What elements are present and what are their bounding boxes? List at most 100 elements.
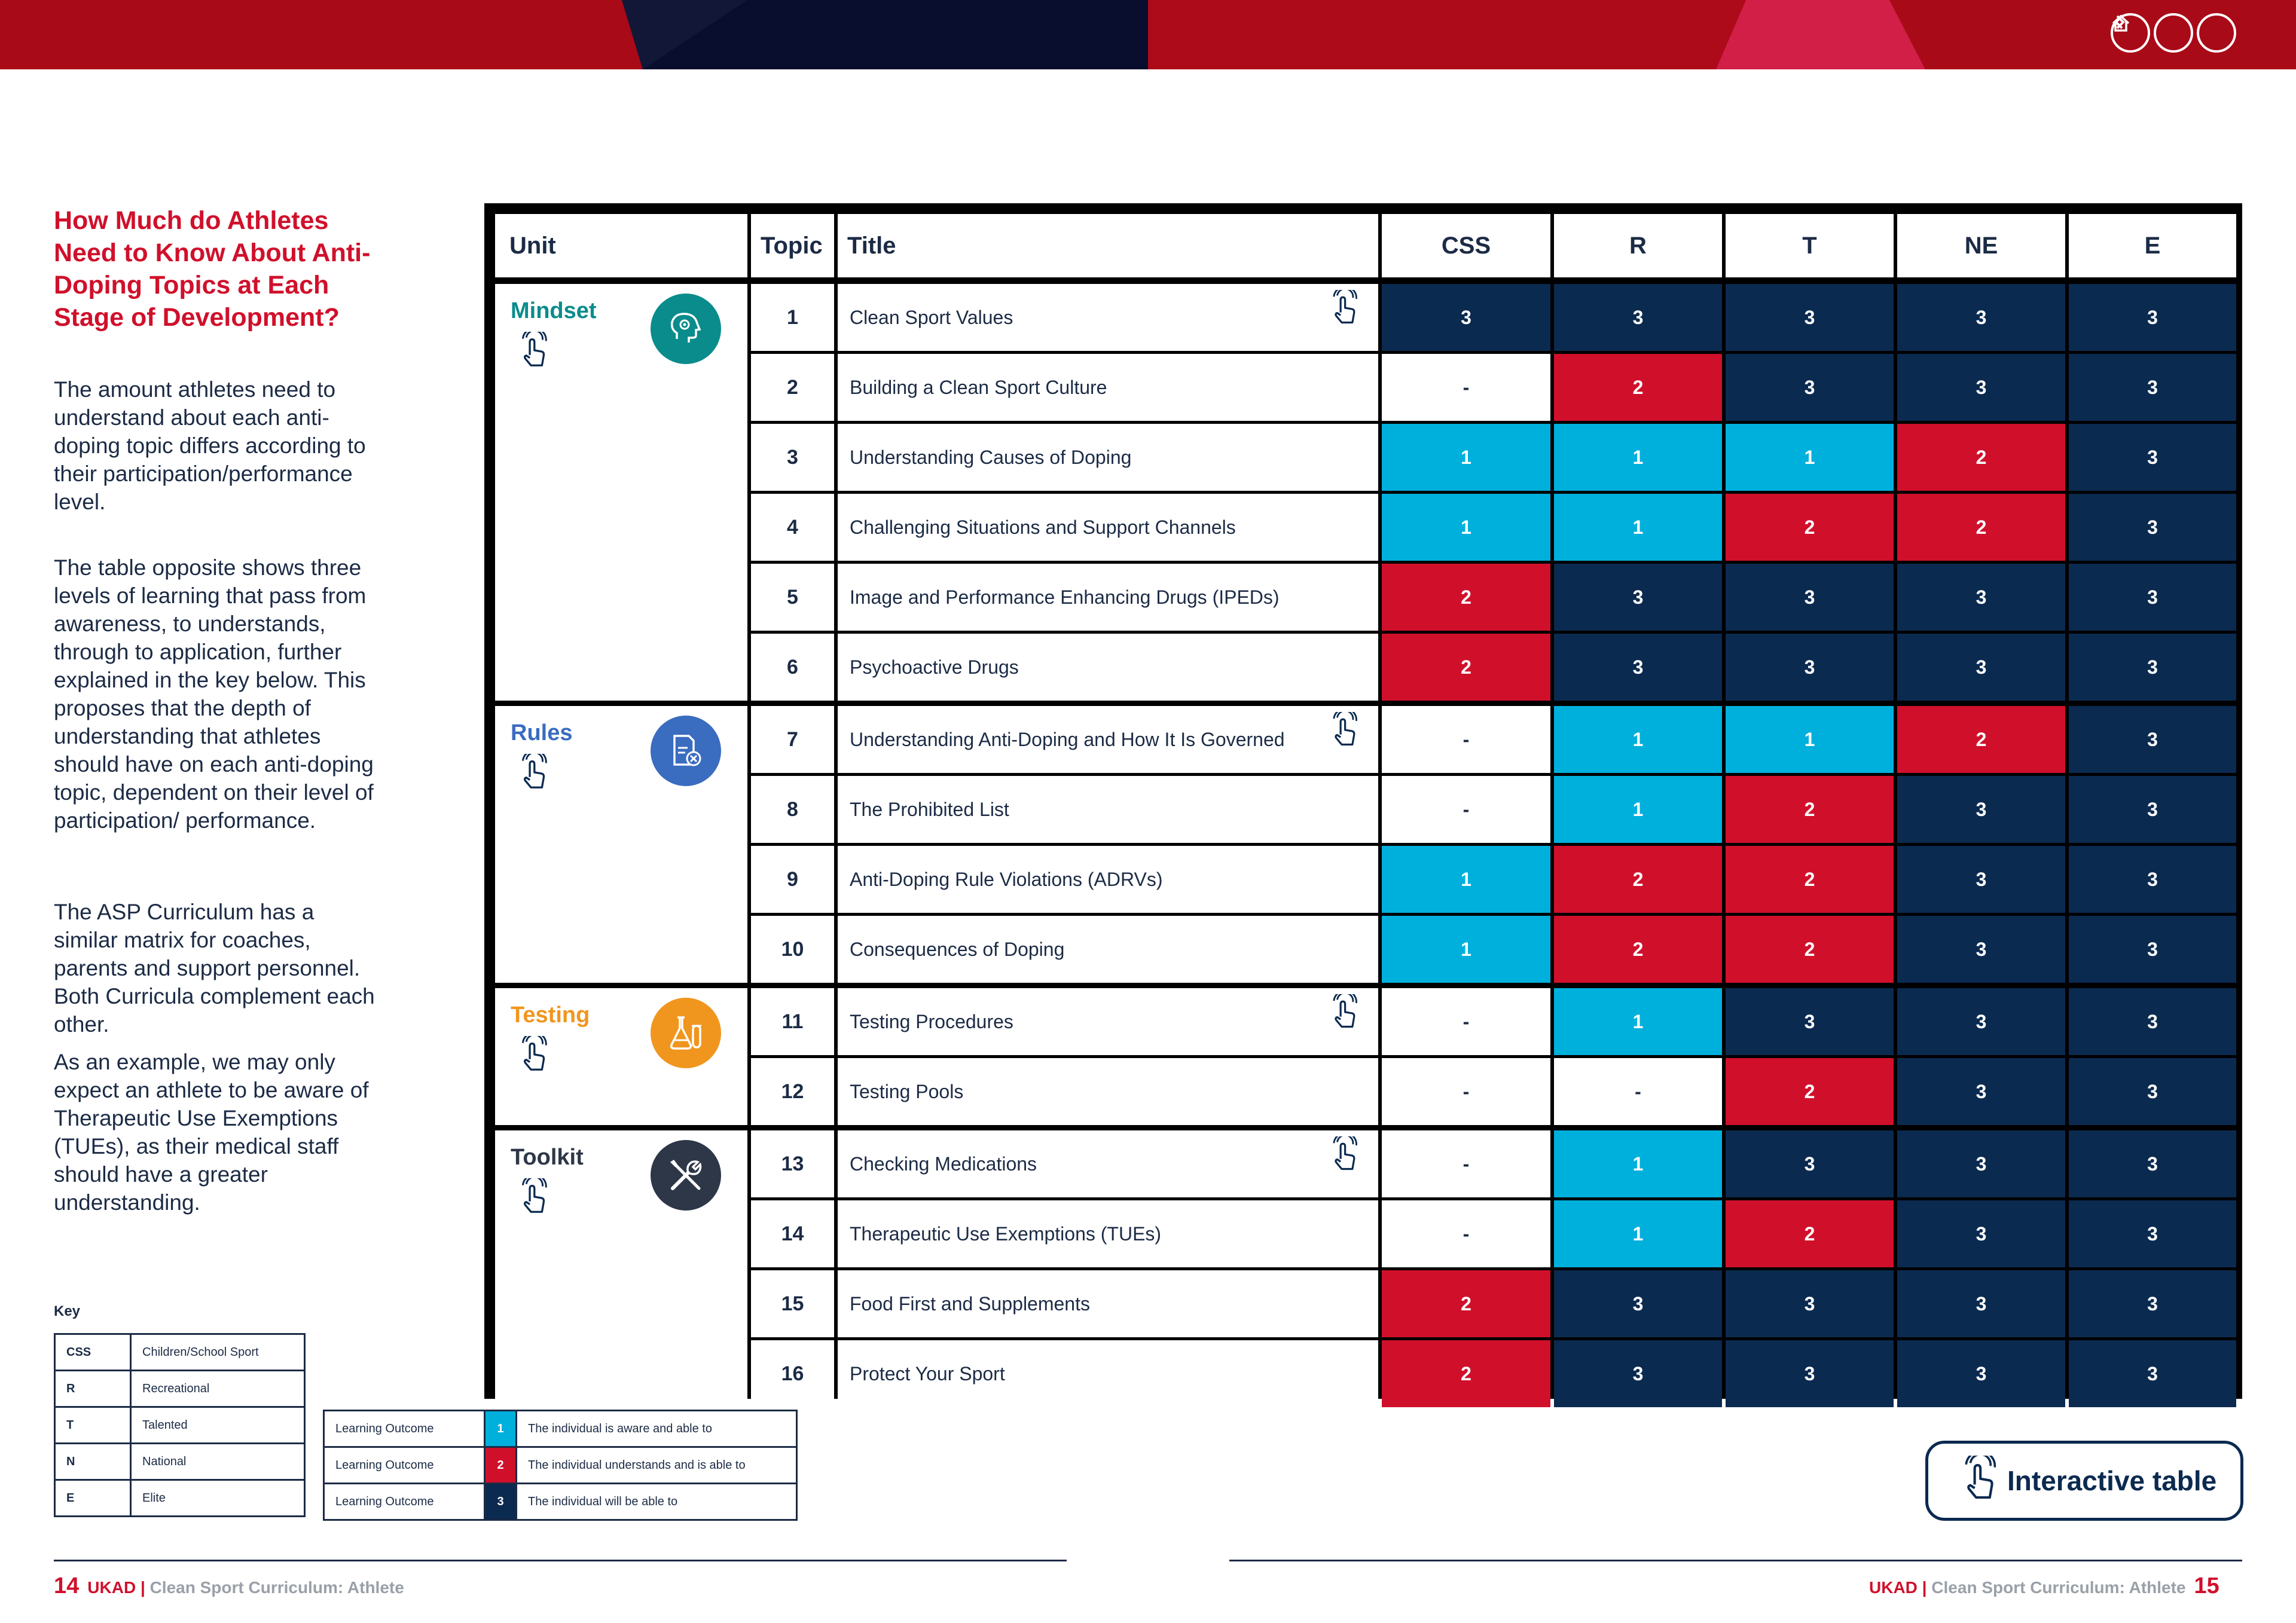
tap-icon[interactable]: [1323, 285, 1360, 332]
level-cell-css: 3: [1382, 284, 1550, 351]
level-cell-ne: 3: [1897, 284, 2065, 351]
key-abbr: CSS: [54, 1333, 132, 1371]
interactive-table-button[interactable]: Interactive table: [1925, 1441, 2243, 1521]
tap-icon[interactable]: [512, 327, 550, 373]
topic-number: 3: [751, 424, 834, 491]
footer-doc-title: Clean Sport Curriculum: Athlete: [1931, 1578, 2186, 1597]
level-cell-css: 2: [1382, 634, 1550, 701]
level-cell-ne: 3: [1897, 776, 2065, 843]
level-cell-ne: 3: [1897, 564, 2065, 631]
topic-title: Therapeutic Use Exemptions (TUEs): [838, 1200, 1378, 1267]
topic-title-text: Food First and Supplements: [850, 1292, 1090, 1315]
tap-icon[interactable]: [512, 1173, 550, 1219]
level-cell-e: 3: [2069, 1340, 2236, 1407]
topic-title[interactable]: Clean Sport Values: [838, 284, 1378, 351]
topic-title[interactable]: Understanding Anti-Doping and How It Is …: [838, 706, 1378, 773]
curriculum-matrix: Unit Topic Title CSS R T NE E 1 Clean Sport Value…: [484, 203, 2242, 1407]
level-cell-css: 2: [1382, 1270, 1550, 1337]
level-cell-e: 3: [2069, 424, 2236, 491]
chevron-right-icon[interactable]: [2116, 13, 2236, 53]
level-cell-t: 2: [1726, 1200, 1894, 1267]
level-cell-r: -: [1554, 1058, 1722, 1125]
header-t: T: [1726, 214, 1894, 277]
interactive-table-label: Interactive table: [2007, 1465, 2217, 1496]
level-cell-t: 3: [1726, 354, 1894, 421]
tap-icon[interactable]: [512, 1031, 550, 1077]
outcome-description: The individual understands and is able t…: [515, 1446, 798, 1484]
level-cell-css: 2: [1382, 1340, 1550, 1407]
topic-title-text: The Prohibited List: [850, 798, 1009, 820]
level-cell-ne: 3: [1897, 634, 2065, 701]
level-cell-ne: 3: [1897, 916, 2065, 983]
unit-toolkit: Toolkit: [495, 1130, 747, 1407]
topic-number: 6: [751, 634, 834, 701]
outcome-row: Learning Outcome 2 The individual understa…: [323, 1446, 798, 1484]
level-cell-e: 3: [2069, 846, 2236, 913]
topic-title: Building a Clean Sport Culture: [838, 354, 1378, 421]
tap-icon: [1955, 1450, 1998, 1506]
topic-title-text: Checking Medications: [850, 1153, 1037, 1175]
level-cell-r: 1: [1554, 988, 1722, 1055]
level-cell-r: 1: [1554, 776, 1722, 843]
outcome-description: The individual is aware and able to: [515, 1410, 798, 1448]
header-title: Title: [838, 214, 1378, 277]
key-abbr: E: [54, 1479, 132, 1517]
level-cell-t: 2: [1726, 776, 1894, 843]
level-cell-t: 2: [1726, 1058, 1894, 1125]
header-unit: Unit: [495, 214, 747, 277]
tap-icon[interactable]: [1323, 989, 1360, 1036]
level-cell-e: 3: [2069, 1058, 2236, 1125]
tap-icon[interactable]: [1323, 707, 1360, 754]
header-r: R: [1554, 214, 1722, 277]
topic-number: 12: [751, 1058, 834, 1125]
key-row: E Elite: [54, 1479, 306, 1517]
level-cell-css: -: [1382, 776, 1550, 843]
page-number-right: 15: [2194, 1573, 2219, 1598]
level-cell-e: 3: [2069, 354, 2236, 421]
key-abbr: T: [54, 1406, 132, 1444]
level-cell-r: 3: [1554, 1270, 1722, 1337]
tap-icon[interactable]: [1323, 1132, 1360, 1178]
level-cell-e: 3: [2069, 988, 2236, 1055]
level-cell-t: 2: [1726, 916, 1894, 983]
outcome-row: Learning Outcome 1 The individual is aware…: [323, 1410, 798, 1448]
header-ne: NE: [1897, 214, 2065, 277]
topic-title-text: Challenging Situations and Support Chann…: [850, 516, 1236, 538]
page-number-left: 14: [54, 1573, 80, 1598]
topic-title-text: Understanding Anti-Doping and How It Is …: [850, 728, 1285, 750]
level-cell-r: 1: [1554, 494, 1722, 561]
key-row: R Recreational: [54, 1370, 306, 1408]
topic-title-text: Anti-Doping Rule Violations (ADRVs): [850, 868, 1163, 890]
key-title: Key: [54, 1303, 81, 1319]
topic-title: Challenging Situations and Support Chann…: [838, 494, 1378, 561]
level-cell-t: 3: [1726, 284, 1894, 351]
topic-number: 11: [751, 988, 834, 1055]
key-full: Elite: [130, 1479, 306, 1517]
topic-title: Food First and Supplements: [838, 1270, 1378, 1337]
level-cell-r: 2: [1554, 916, 1722, 983]
level-cell-ne: 3: [1897, 846, 2065, 913]
tap-icon[interactable]: [512, 749, 550, 795]
home-icon[interactable]: [2112, 13, 2193, 53]
topic-title: Image and Performance Enhancing Drugs (I…: [838, 564, 1378, 631]
level-cell-e: 3: [2069, 1200, 2236, 1267]
level-cell-r: 3: [1554, 1340, 1722, 1407]
outcome-row: Learning Outcome 3 The individual will be …: [323, 1483, 798, 1521]
footer-rule-right: [1229, 1560, 2242, 1561]
level-cell-css: 1: [1382, 916, 1550, 983]
topic-title: The Prohibited List: [838, 776, 1378, 843]
learning-outcome-key: Learning Outcome 1 The individual is aware…: [323, 1410, 798, 1521]
level-cell-css: 1: [1382, 494, 1550, 561]
topic-title[interactable]: Checking Medications: [838, 1130, 1378, 1197]
page-navigation: [2111, 13, 2236, 53]
key-abbr: R: [54, 1370, 132, 1408]
level-cell-ne: 3: [1897, 988, 2065, 1055]
key-full: Recreational: [130, 1370, 306, 1408]
level-cell-r: 3: [1554, 634, 1722, 701]
level-cell-ne: 2: [1897, 424, 2065, 491]
document-cross-icon: [651, 716, 721, 786]
topic-title[interactable]: Testing Procedures: [838, 988, 1378, 1055]
outcome-number: 1: [484, 1410, 517, 1448]
topic-title-text: Understanding Causes of Doping: [850, 446, 1132, 468]
key-row: T Talented: [54, 1406, 306, 1444]
